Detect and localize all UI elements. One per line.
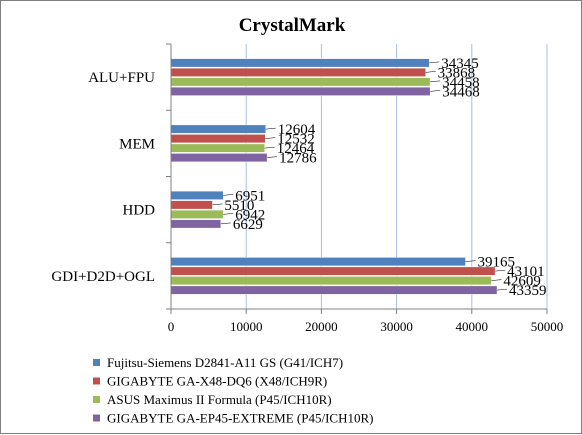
data-label-leader: [267, 156, 278, 158]
data-label: 34468: [442, 84, 480, 100]
x-tick-label: 50000: [531, 319, 564, 334]
bar-gdi-d2d-ogl-series-1: [170, 257, 466, 267]
bar-alu-fpu-series-3: [170, 77, 431, 87]
x-tick-label: 0: [168, 319, 175, 334]
bar-gdi-d2d-ogl-series-2: [170, 266, 496, 276]
data-label: 34458: [442, 75, 480, 91]
bar-hdd-series-3: [170, 209, 224, 219]
data-label-leader: [212, 203, 223, 206]
x-tick-label: 20000: [305, 319, 338, 334]
data-label-leader: [430, 90, 441, 92]
legend-entry-3: ASUS Maximus II Formula (P45/ICH10R): [107, 392, 332, 407]
bar-alu-fpu-series-1: [170, 58, 430, 68]
bar-gdi-d2d-ogl-series-3: [170, 276, 492, 286]
legend: Fujitsu-Siemens D2841-A11 GS (G41/ICH7) G…: [93, 355, 373, 426]
data-label-leader: [465, 260, 476, 262]
data-label: 43101: [507, 264, 545, 280]
legend-swatch-3: [93, 396, 100, 403]
data-label-leader: [220, 222, 231, 225]
data-label-leader: [429, 61, 440, 64]
data-label: 12464: [277, 141, 315, 157]
chart-title: CrystalMark: [239, 15, 346, 36]
data-label-leader: [223, 194, 234, 196]
category-label-gdi-d2d-ogl: GDI+D2D+OGL: [51, 269, 155, 285]
bar-mem-series-4: [170, 153, 268, 163]
bar-mem-series-1: [170, 124, 267, 134]
data-label-leader: [497, 288, 508, 291]
category-label-mem: MEM: [119, 136, 155, 152]
legend-entry-4: GIGABYTE GA-EP45-EXTREME (P45/ICH10R): [107, 411, 373, 426]
data-label: 33868: [438, 65, 476, 81]
x-tick-label: 40000: [456, 319, 489, 334]
data-label-leader: [265, 137, 276, 139]
legend-swatch-1: [93, 359, 100, 366]
legend-swatch-2: [93, 377, 100, 385]
data-label: 12532: [277, 132, 315, 148]
x-tick-label: 10000: [230, 319, 263, 334]
data-label: 6629: [233, 217, 263, 233]
axes: 0 10000 20000 30000 40000 50000 ALU+FPU MEM HDD G…: [51, 43, 564, 334]
data-label: 43359: [509, 283, 547, 299]
data-label-leader: [430, 80, 441, 83]
legend-entry-2: GIGABYTE GA-X48-DQ6 (X48/ICH9R): [107, 374, 327, 389]
category-label-hdd: HDD: [123, 203, 156, 219]
data-label: 5510: [224, 198, 254, 214]
data-label: 12604: [278, 122, 316, 138]
category-label-alu-fpu: ALU+FPU: [88, 70, 155, 86]
data-label: 12786: [279, 151, 317, 167]
bar-hdd-series-1: [170, 190, 224, 200]
data-label: 6951: [235, 188, 265, 204]
x-tick-label: 30000: [380, 319, 413, 334]
data-label: 42609: [503, 274, 541, 290]
data-label: 39165: [478, 255, 516, 271]
bar-mem-series-2: [170, 134, 266, 144]
data-label-leader: [495, 269, 506, 272]
data-label-leader: [491, 279, 502, 281]
data-label: 6942: [235, 207, 265, 223]
legend-entry-1: Fujitsu-Siemens D2841-A11 GS (G41/ICH7): [107, 355, 343, 370]
data-label: 34345: [441, 56, 479, 72]
bar-hdd-series-2: [170, 200, 213, 210]
bar-hdd-series-4: [170, 219, 222, 229]
data-label-leader: [223, 213, 234, 215]
bar-mem-series-3: [170, 143, 265, 153]
bars: [170, 58, 498, 295]
data-label-leader: [265, 127, 276, 130]
data-label-leader: [264, 146, 275, 149]
data-label-leader: [425, 71, 436, 73]
bar-alu-fpu-series-2: [170, 67, 426, 77]
bar-gdi-d2d-ogl-series-4: [170, 285, 498, 295]
legend-swatch-4: [93, 414, 100, 422]
bar-alu-fpu-series-4: [170, 86, 431, 96]
